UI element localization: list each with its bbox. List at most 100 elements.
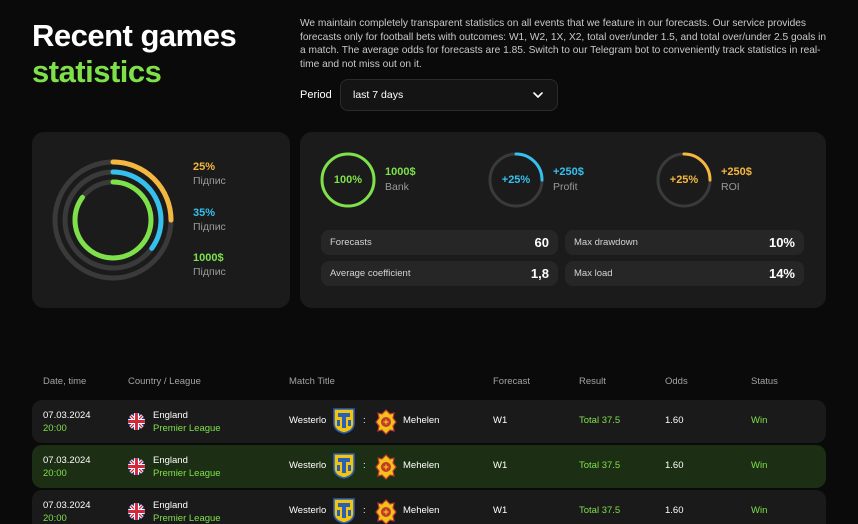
row-separator: : xyxy=(363,505,366,516)
page-title-line-2: statistics xyxy=(32,54,162,89)
kpi-profit: +25% +250$ Profit xyxy=(488,152,638,208)
row-status: Win xyxy=(751,505,768,516)
kpi-value: 1000$ xyxy=(385,166,416,178)
page-title-line-1: Recent games xyxy=(32,18,237,53)
period-select-value: last 7 days xyxy=(353,89,404,101)
column-header-odds: Odds xyxy=(665,376,688,387)
row-result: Total 37.5 xyxy=(579,415,621,426)
stat-value: 14% xyxy=(768,266,795,281)
mechelen-crest-icon xyxy=(375,499,397,524)
row-status: Win xyxy=(751,415,768,426)
row-odds: 1.60 xyxy=(665,415,684,426)
row-separator: : xyxy=(363,415,366,426)
stat-label: Max load xyxy=(574,268,613,279)
stat-label: Average coefficient xyxy=(330,268,411,279)
stat-average-coefficient: Average coefficient 1,8 xyxy=(321,261,558,286)
row-home-team: Westerlo xyxy=(289,505,327,516)
row-away-team: Mehelen xyxy=(403,415,440,426)
legend-value: 1000$ xyxy=(193,252,224,264)
kpi-percent: 100% xyxy=(333,174,363,186)
westerlo-crest-icon xyxy=(333,408,355,434)
kpi-value: +250$ xyxy=(553,166,584,178)
kpi-gauge-profit xyxy=(488,152,544,208)
chevron-down-icon xyxy=(533,92,543,98)
column-header-status: Status xyxy=(751,376,778,387)
row-odds: 1.60 xyxy=(665,460,684,471)
legend-label: Підпис xyxy=(193,266,226,278)
row-country: England xyxy=(153,500,188,511)
row-date: 07.03.2024 xyxy=(43,410,91,421)
column-header-date: Date, time xyxy=(43,376,87,387)
row-forecast: W1 xyxy=(493,460,508,471)
column-header-country: Country / League xyxy=(128,376,201,387)
ring-blue xyxy=(62,169,164,271)
row-home-team: Westerlo xyxy=(289,460,327,471)
ring-yellow xyxy=(52,159,174,281)
legend-item-1: 25% Підпис xyxy=(193,160,226,188)
kpi-label: Bank xyxy=(385,181,409,193)
row-league[interactable]: Premier League xyxy=(153,468,221,479)
rings-card: 25% Підпис 35% Підпис 1000$ Підпис xyxy=(32,132,290,308)
row-time: 20:00 xyxy=(43,423,67,434)
rings-chart xyxy=(52,159,174,281)
legend-label: Підпис xyxy=(193,221,226,233)
ring-green xyxy=(72,179,154,261)
row-date: 07.03.2024 xyxy=(43,500,91,511)
mechelen-crest-icon xyxy=(375,409,397,435)
stat-max-load: Max load 14% xyxy=(565,261,804,286)
row-country: England xyxy=(153,455,188,466)
row-time: 20:00 xyxy=(43,468,67,479)
row-date: 07.03.2024 xyxy=(43,455,91,466)
row-status: Win xyxy=(751,460,768,471)
row-odds: 1.60 xyxy=(665,505,684,516)
westerlo-crest-icon xyxy=(333,453,355,479)
row-time: 20:00 xyxy=(43,513,67,524)
page-title: Recent games statistics xyxy=(32,18,237,90)
mechelen-crest-icon xyxy=(375,454,397,480)
stat-label: Max drawdown xyxy=(574,237,638,248)
legend-item-2: 35% Підпис xyxy=(193,206,226,234)
stat-forecasts: Forecasts 60 xyxy=(321,230,558,255)
column-header-result: Result xyxy=(579,376,606,387)
kpi-gauge-roi xyxy=(656,152,712,208)
row-away-team: Mehelen xyxy=(403,460,440,471)
column-header-forecast: Forecast xyxy=(493,376,530,387)
row-league[interactable]: Premier League xyxy=(153,513,221,524)
row-home-team: Westerlo xyxy=(289,415,327,426)
uk-flag-icon xyxy=(128,458,145,475)
stat-value: 1,8 xyxy=(530,266,549,281)
table-row[interactable]: 07.03.2024 20:00 England Premier League … xyxy=(32,490,826,524)
stat-value: 10% xyxy=(768,235,795,250)
period-label: Period xyxy=(300,89,332,101)
stat-label: Forecasts xyxy=(330,237,372,248)
kpi-card: 100% 1000$ Bank +25% +250$ Profit +25% +… xyxy=(300,132,826,308)
uk-flag-icon xyxy=(128,413,145,430)
legend-value: 35% xyxy=(193,207,216,219)
row-separator: : xyxy=(363,460,366,471)
period-select[interactable]: last 7 days xyxy=(340,79,558,111)
table-row[interactable]: 07.03.2024 20:00 England Premier League … xyxy=(32,445,826,488)
row-result: Total 37.5 xyxy=(579,505,621,516)
row-forecast: W1 xyxy=(493,505,508,516)
kpi-label: Profit xyxy=(553,181,578,193)
row-forecast: W1 xyxy=(493,415,508,426)
kpi-percent: +25% xyxy=(669,174,699,186)
row-away-team: Mehelen xyxy=(403,505,440,516)
row-country: England xyxy=(153,410,188,421)
westerlo-crest-icon xyxy=(333,498,355,524)
kpi-value: +250$ xyxy=(721,166,752,178)
uk-flag-icon xyxy=(128,503,145,520)
kpi-bank: 100% 1000$ Bank xyxy=(320,152,470,208)
table-row[interactable]: 07.03.2024 20:00 England Premier League … xyxy=(32,400,826,443)
intro-text: We maintain completely transparent stati… xyxy=(300,18,827,70)
stat-value: 60 xyxy=(534,235,549,250)
row-league[interactable]: Premier League xyxy=(153,423,221,434)
legend-value: 25% xyxy=(193,161,216,173)
legend-label: Підпис xyxy=(193,175,226,187)
kpi-gauge-bank xyxy=(320,152,376,208)
stat-max-drawdown: Max drawdown 10% xyxy=(565,230,804,255)
kpi-roi: +25% +250$ ROI xyxy=(656,152,806,208)
column-header-match: Match Title xyxy=(289,376,335,387)
legend-item-3: 1000$ Підпис xyxy=(193,251,226,279)
row-result: Total 37.5 xyxy=(579,460,621,471)
